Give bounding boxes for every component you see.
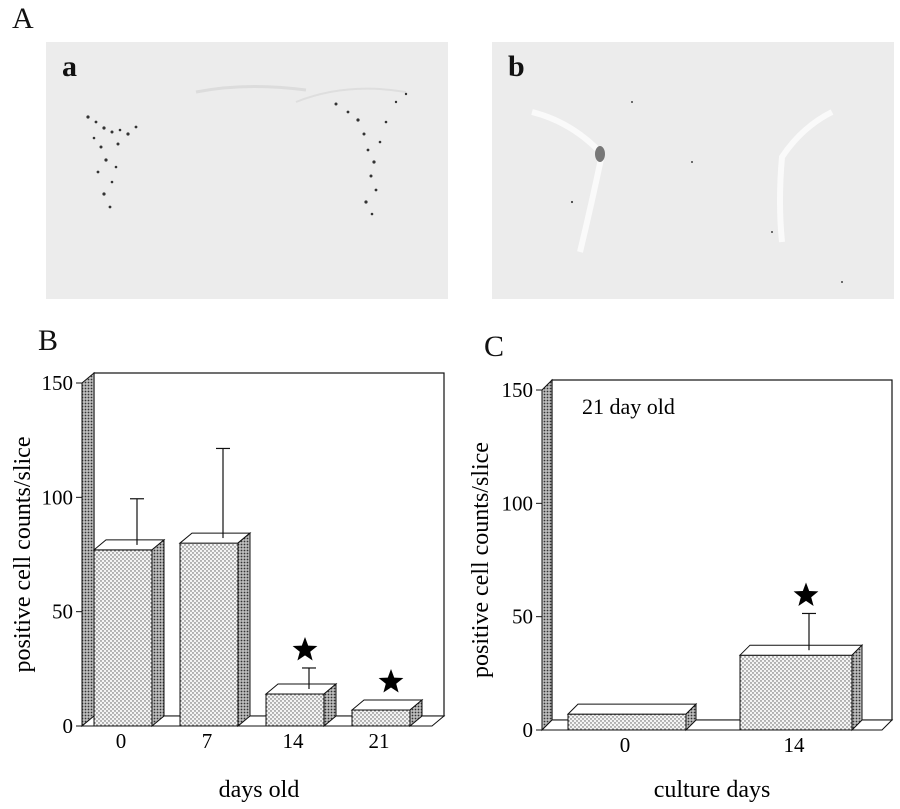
significance-star-c: [793, 582, 819, 606]
bar-b: [179, 542, 239, 727]
chart-annotation-c: 21 day old: [582, 394, 675, 419]
bar-c: [567, 713, 687, 731]
bar-top-c: [566, 703, 698, 715]
y-tick-label-c: 100: [502, 491, 534, 515]
micrograph-b: b: [492, 42, 894, 299]
significance-star-b: [378, 669, 404, 693]
x-axis-label-b: days old: [219, 777, 300, 803]
y-axis-label-c: positive cell counts/slice: [468, 442, 494, 678]
y-axis-wall-c: [541, 378, 553, 732]
micrograph-b-label: b: [508, 50, 525, 83]
panel-b-letter: B: [38, 324, 59, 357]
bar-side-c: [685, 702, 697, 732]
x-tick-label-b: 14: [283, 729, 305, 753]
x-tick-label-c: 0: [620, 733, 631, 757]
x-tick-label-b: 0: [116, 729, 127, 753]
micrograph-a: a: [46, 42, 448, 299]
bar-b: [93, 549, 153, 727]
bar-b: [265, 693, 325, 727]
y-tick-label-c: 0: [523, 718, 534, 742]
micrograph-a-label: a: [62, 50, 77, 83]
panel-c-letter: C: [484, 330, 505, 363]
y-axis-wall-b: [81, 371, 95, 728]
x-axis-label-c: culture days: [654, 777, 771, 803]
bar-b: [351, 709, 411, 727]
bar-side-b: [237, 531, 251, 728]
y-tick-label-b: 100: [42, 485, 74, 509]
micrograph-b-texture: [531, 101, 843, 283]
bar-side-b: [409, 698, 423, 728]
stained-cells-right: [334, 92, 408, 216]
chart-c: 0 50 100 150 0 14 culture days positive cell co…: [468, 378, 894, 803]
chart-b: 0 50 100 150 0 7 14 21 days old positive cell cou…: [10, 371, 446, 803]
x-tick-label-b: 7: [202, 729, 213, 753]
y-tick-label-b: 50: [52, 600, 73, 624]
bar-side-c: [851, 643, 863, 732]
stained-cells-left: [86, 115, 138, 209]
y-tick-label-c: 150: [502, 378, 534, 402]
y-tick-label-b: 0: [63, 714, 74, 738]
bar-top-c: [738, 644, 864, 656]
bar-side-b: [323, 682, 337, 728]
x-tick-label-b: 21: [369, 729, 390, 753]
bar-c: [739, 654, 853, 731]
y-tick-label-b: 150: [42, 371, 74, 395]
panel-a-letter: A: [12, 2, 34, 35]
x-tick-label-c: 14: [784, 733, 806, 757]
y-axis-label-b: positive cell counts/slice: [10, 437, 36, 673]
significance-star-b: [292, 637, 318, 661]
micrograph-a-texture: [86, 84, 408, 216]
bar-side-b: [151, 538, 165, 728]
y-tick-label-c: 50: [512, 605, 533, 629]
